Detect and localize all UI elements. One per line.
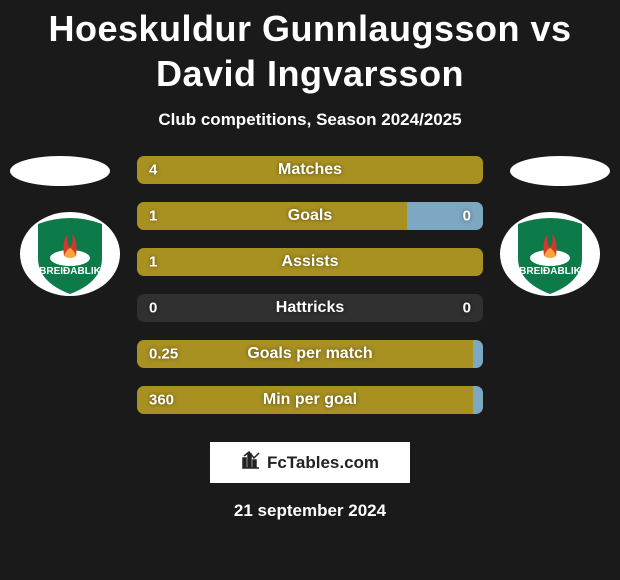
stat-row: Matches 4 [137, 156, 483, 184]
player-photo-right [510, 156, 610, 186]
stat-bar-left [137, 202, 407, 230]
stat-value-left: 0.25 [149, 346, 178, 363]
stat-row: Goals 1 0 [137, 202, 483, 230]
stat-value-right: 0 [463, 208, 471, 225]
stat-row: Assists 1 [137, 248, 483, 276]
stat-row: Goals per match 0.25 [137, 340, 483, 368]
stat-label: Min per goal [263, 391, 357, 409]
stat-label: Goals [288, 207, 332, 225]
stat-row: Hattricks 0 0 [137, 294, 483, 322]
stat-value-left: 4 [149, 162, 157, 179]
attribution-text: FcTables.com [267, 453, 379, 473]
stat-label: Goals per match [247, 345, 372, 363]
stat-bars: Matches 4 Goals 1 0 Assists 1 Hattricks 0 0 Goals … [137, 156, 483, 414]
stat-label: Hattricks [276, 299, 344, 317]
stat-value-left: 360 [149, 392, 174, 409]
stat-bar-right [407, 202, 483, 230]
comparison-area: BREIÐABLIK BREIÐABLIK Matches 4 Goals 1 0 Ass… [0, 156, 620, 414]
comparison-title: Hoeskuldur Gunnlaugsson vs David Ingvars… [0, 0, 620, 96]
club-logo-left: BREIÐABLIK [20, 212, 120, 296]
stat-label: Matches [278, 161, 342, 179]
comparison-subtitle: Club competitions, Season 2024/2025 [0, 110, 620, 130]
attribution-icon [241, 450, 261, 475]
club-logo-right: BREIÐABLIK [500, 212, 600, 296]
player-photo-left [10, 156, 110, 186]
stat-bar-right [473, 386, 483, 414]
stat-row: Min per goal 360 [137, 386, 483, 414]
comparison-date: 21 september 2024 [0, 501, 620, 521]
stat-bar-right [473, 340, 483, 368]
svg-text:BREIÐABLIK: BREIÐABLIK [519, 266, 581, 277]
svg-text:BREIÐABLIK: BREIÐABLIK [39, 266, 101, 277]
stat-label: Assists [282, 253, 339, 271]
stat-value-right: 0 [463, 300, 471, 317]
attribution-badge: FcTables.com [210, 442, 410, 483]
stat-value-left: 0 [149, 300, 157, 317]
stat-value-left: 1 [149, 208, 157, 225]
stat-value-left: 1 [149, 254, 157, 271]
